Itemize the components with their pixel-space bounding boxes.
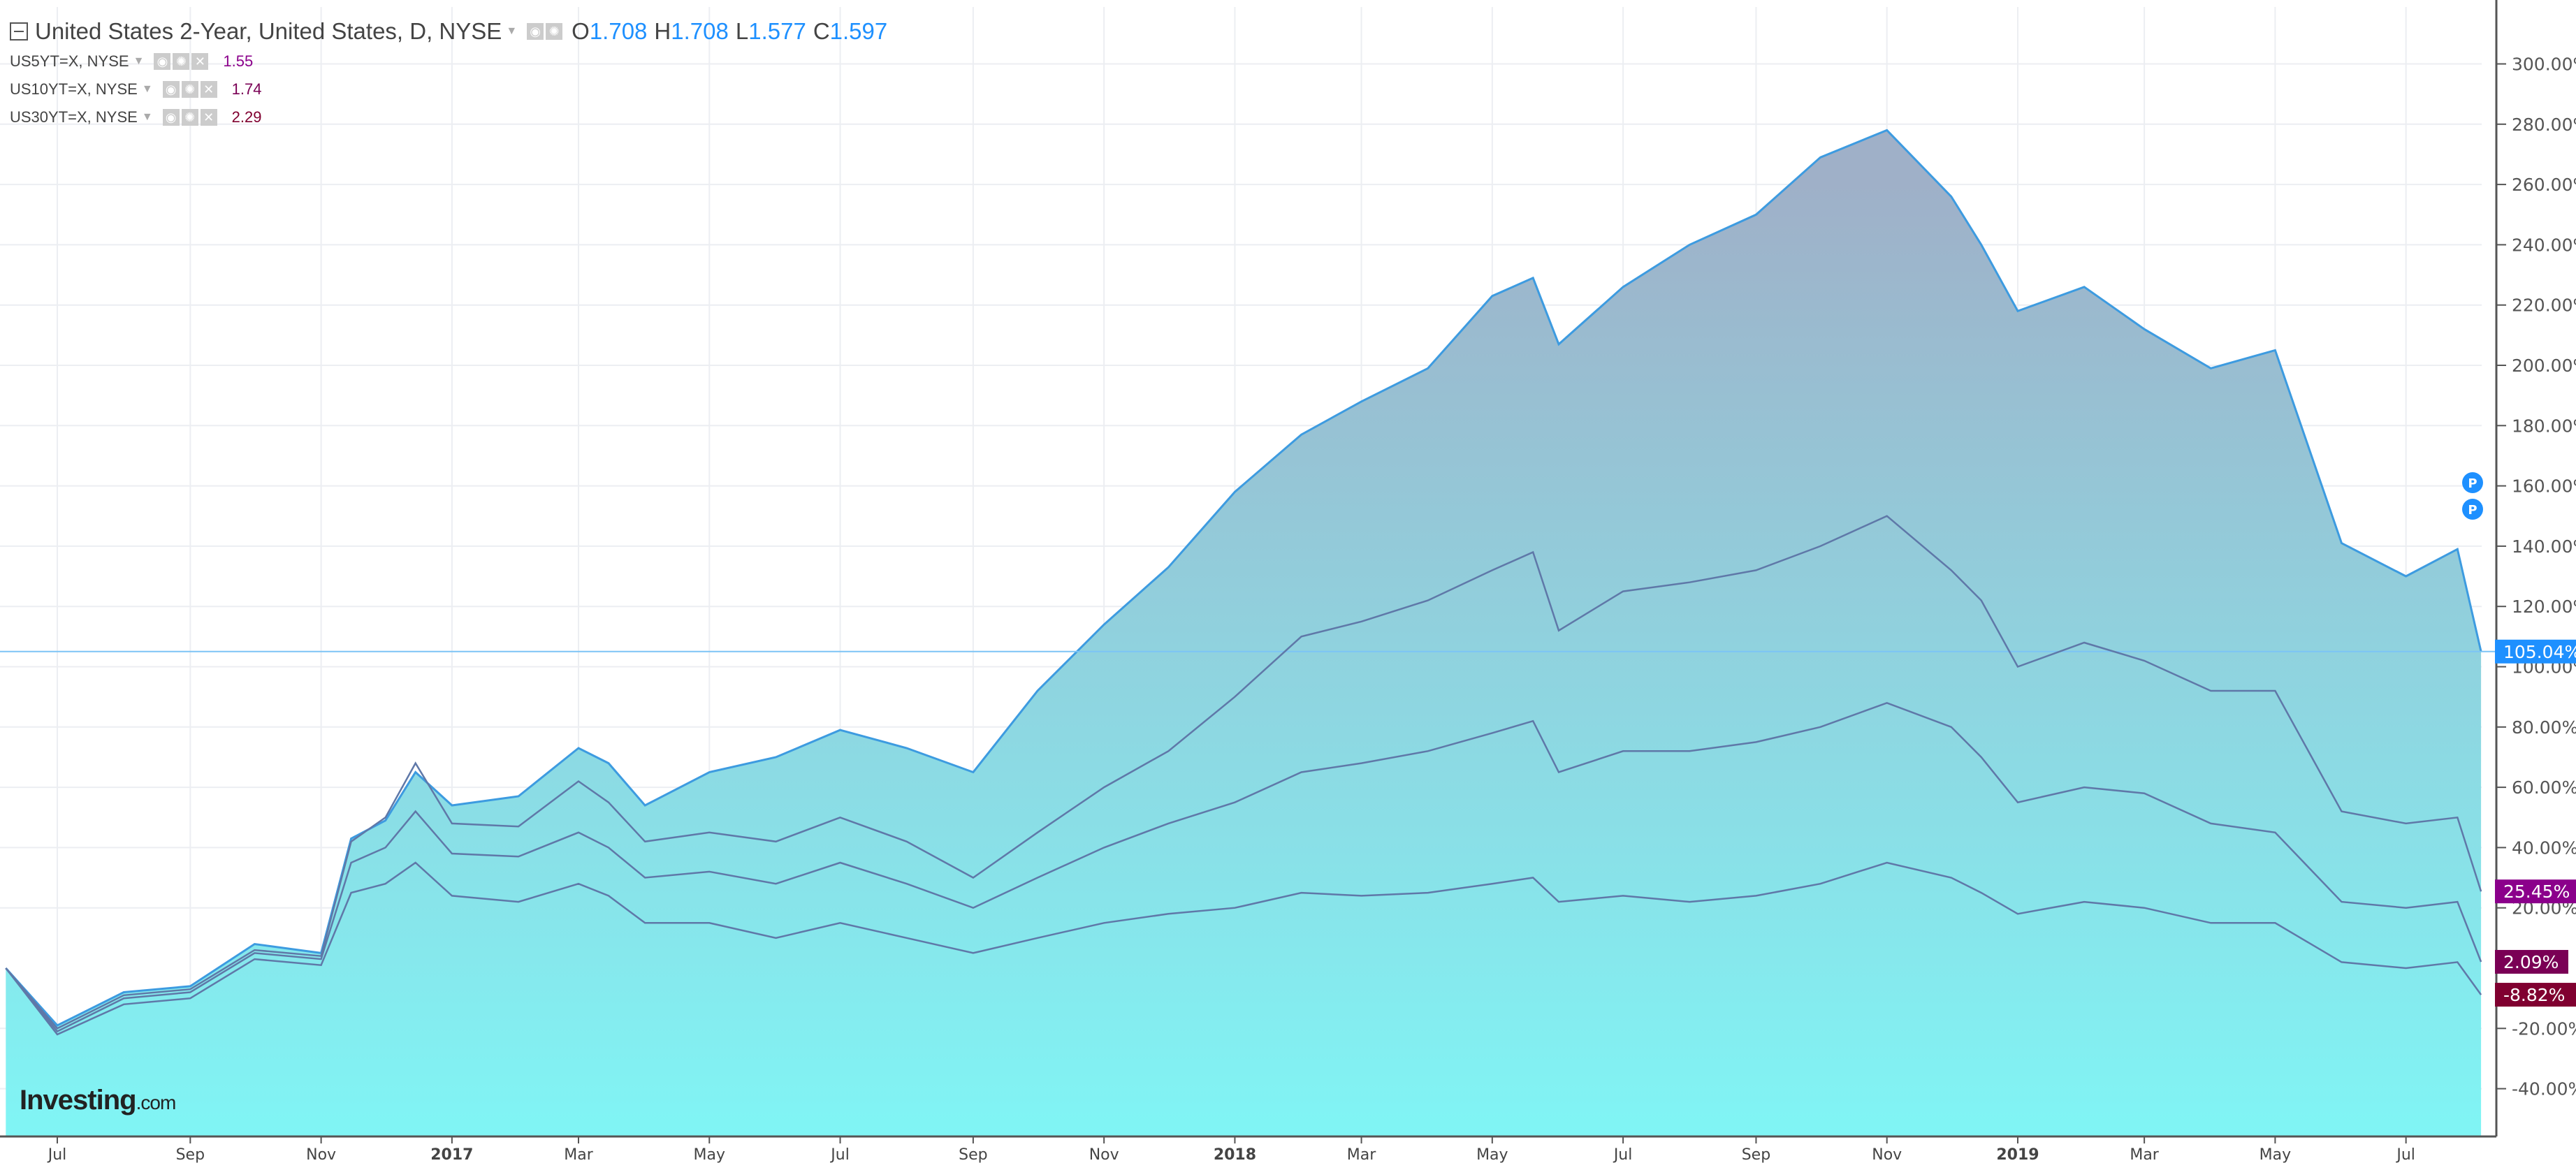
y-tick-label: 60.00% [2512,777,2576,798]
eye-icon[interactable]: ◉ [154,53,171,70]
high-value: 1.708 [671,18,729,44]
x-tick-label: May [694,1146,725,1164]
gear-icon[interactable]: ✺ [181,81,198,98]
caret-down-icon[interactable]: ▼ [141,83,153,95]
series-value: 1.74 [231,80,262,98]
last-value-badge [2495,949,2568,974]
series-value: 1.55 [223,52,254,70]
last-value-badge [2495,879,2576,904]
labels-layer: 105.04% 25.45% 2.09% -8.82% PP [2462,472,2576,1007]
y-tick-label: 200.00% [2512,356,2576,376]
y-tick-label: 280.00% [2512,115,2576,135]
last-value-label: 2.09% [2503,952,2559,972]
y-tick-label: 180.00% [2512,416,2576,436]
logo-text: Investing [20,1085,137,1116]
x-tick-label: May [1476,1146,1508,1164]
close-label: C [813,18,830,44]
y-tick-label: -20.00% [2512,1018,2576,1039]
p-marker-icon [2462,499,2483,520]
area-fill-us2y [6,130,2482,1136]
last-value-badge [2495,983,2576,1007]
main-series-title: United States 2-Year, United States, D, … [35,18,502,44]
main-series-legend: United States 2-Year, United States, D, … [10,15,887,47]
legend-us5y: US5YT=X, NYSE ▼ ◉ ✺ ✕ 1.55 [10,47,887,75]
legend-us30y: US30YT=X, NYSE ▼ ◉ ✺ ✕ 2.29 [10,103,887,131]
close-icon[interactable]: ✕ [200,81,217,98]
legend-us10y: US10YT=X, NYSE ▼ ◉ ✺ ✕ 1.74 [10,75,887,103]
y-tick-label: 140.00% [2512,536,2576,557]
logo-suffix: .com [136,1092,177,1113]
x-tick-label: Jul [47,1146,67,1164]
x-tick-label: 2018 [1214,1146,1256,1164]
x-tick-label: Jul [2395,1146,2415,1164]
y-tick-label: -40.00% [2512,1079,2576,1099]
open-label: O [572,18,590,44]
x-tick-label: May [2260,1146,2291,1164]
last-value-label: -8.82% [2503,985,2565,1005]
x-tick-label: Jul [1613,1146,1633,1164]
caret-down-icon[interactable]: ▼ [133,55,145,67]
x-tick-label: Nov [1872,1146,1902,1164]
close-icon[interactable]: ✕ [200,109,217,126]
x-tick-label: Sep [1742,1146,1770,1164]
x-tick-label: Jul [829,1146,850,1164]
x-tick-label: Nov [306,1146,336,1164]
y-tick-label: 260.00% [2512,175,2576,195]
y-tick-label: 120.00% [2512,597,2576,617]
x-tick-label: 2017 [430,1146,473,1164]
gear-icon[interactable]: ✺ [546,23,563,40]
x-tick-label: Sep [959,1146,987,1164]
eye-icon[interactable]: ◉ [162,109,180,126]
high-label: H [654,18,671,44]
series-name: US5YT=X, NYSE [10,52,129,70]
series-name: US10YT=X, NYSE [10,80,138,98]
x-tick-label: Mar [2130,1146,2159,1164]
eye-icon[interactable]: ◉ [527,23,544,40]
x-tick-label: Mar [1347,1146,1376,1164]
collapse-legend-icon[interactable] [10,22,28,41]
eye-icon[interactable]: ◉ [162,81,180,98]
series-line-3 [5,861,2482,1036]
open-value: 1.708 [589,18,648,44]
caret-down-icon[interactable]: ▼ [506,25,518,37]
p-marker-label: P [2468,476,2477,491]
caret-down-icon[interactable]: ▼ [141,111,153,123]
x-tick-label: 2019 [1996,1146,2039,1164]
series-line-us2y [5,129,2482,1027]
p-marker-icon [2462,472,2483,493]
legend: United States 2-Year, United States, D, … [10,15,887,131]
x-tick-label: Nov [1089,1146,1119,1164]
x-tick-label: Sep [176,1146,205,1164]
series-line-2 [5,701,2482,1033]
low-value: 1.577 [748,18,806,44]
y-tick-label: 240.00% [2512,235,2576,255]
y-tick-label: 220.00% [2512,295,2576,316]
y-tick-label: 300.00% [2512,54,2576,75]
gear-icon[interactable]: ✺ [173,53,190,70]
gear-icon[interactable]: ✺ [181,109,198,126]
last-value-badge [2495,639,2576,664]
series-value: 2.29 [231,108,262,126]
series-name: US30YT=X, NYSE [10,108,138,126]
y-tick-label: 40.00% [2512,838,2576,858]
series-line-1 [5,515,2482,1030]
y-tick-label: 80.00% [2512,717,2576,738]
series-layer [0,129,2496,1136]
close-icon[interactable]: ✕ [191,53,209,70]
p-marker-label: P [2468,503,2477,518]
last-value-label: 25.45% [2503,882,2570,902]
investing-logo: Investing.com [20,1085,177,1116]
close-value: 1.597 [829,18,888,44]
last-value-label: 105.04% [2503,642,2576,662]
low-label: L [735,18,749,44]
x-tick-label: Mar [564,1146,593,1164]
y-tick-label: 160.00% [2512,476,2576,497]
